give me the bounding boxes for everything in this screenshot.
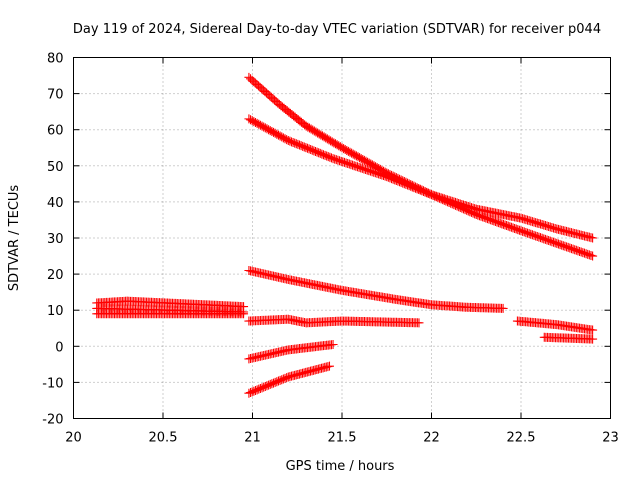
data-point — [328, 339, 338, 349]
series-sat-h — [244, 339, 338, 364]
x-tick-label: 20 — [65, 431, 82, 446]
x-tick-label: 22 — [423, 431, 440, 446]
data-point — [586, 250, 596, 260]
series-sat-c — [92, 296, 249, 312]
data-point — [498, 303, 508, 313]
x-tick-label: 20.5 — [149, 431, 178, 446]
data-point — [588, 325, 598, 335]
data-point — [324, 361, 334, 371]
y-tick-label: 30 — [47, 232, 64, 247]
y-axis-label: SDTVAR / TECUs — [7, 185, 22, 292]
series-sat-k — [539, 332, 598, 344]
data-point — [588, 233, 598, 243]
data-point — [588, 334, 598, 344]
y-tick-label: 80 — [47, 52, 64, 67]
data-point — [239, 302, 249, 312]
y-tick-label: 50 — [47, 160, 64, 175]
chart-title: Day 119 of 2024, Sidereal Day-to-day VTE… — [73, 22, 601, 37]
series-sat-f — [244, 265, 508, 313]
x-tick-label: 22.5 — [507, 431, 536, 446]
x-tick-label: 23 — [602, 431, 619, 446]
y-tick-label: -20 — [42, 413, 63, 428]
series-sat-e — [244, 72, 598, 261]
plot-frame — [73, 57, 611, 419]
y-tick-label: -10 — [42, 376, 63, 391]
series-sat-i — [244, 361, 334, 398]
series-sat-g — [244, 314, 424, 328]
x-axis-label: GPS time / hours — [286, 459, 395, 474]
data-point — [414, 318, 424, 328]
x-tick-label: 21.5 — [328, 431, 357, 446]
data-point — [588, 251, 598, 261]
y-tick-label: 20 — [47, 268, 64, 283]
y-tick-label: 0 — [55, 340, 63, 355]
plot-points — [92, 72, 598, 398]
series-sat-j — [512, 316, 598, 335]
y-tick-label: 60 — [47, 124, 64, 139]
y-tick-label: 10 — [47, 304, 64, 319]
grid — [73, 57, 611, 419]
x-tick-label: 21 — [244, 431, 261, 446]
y-tick-label: 40 — [47, 196, 64, 211]
y-tick-label: 70 — [47, 88, 64, 103]
series-sat-d — [244, 114, 598, 243]
tick-labels: 20 20.5 21 21.5 22 22.5 23 -20 -10 0 10 20 30 40 50 60 7… — [42, 52, 619, 446]
